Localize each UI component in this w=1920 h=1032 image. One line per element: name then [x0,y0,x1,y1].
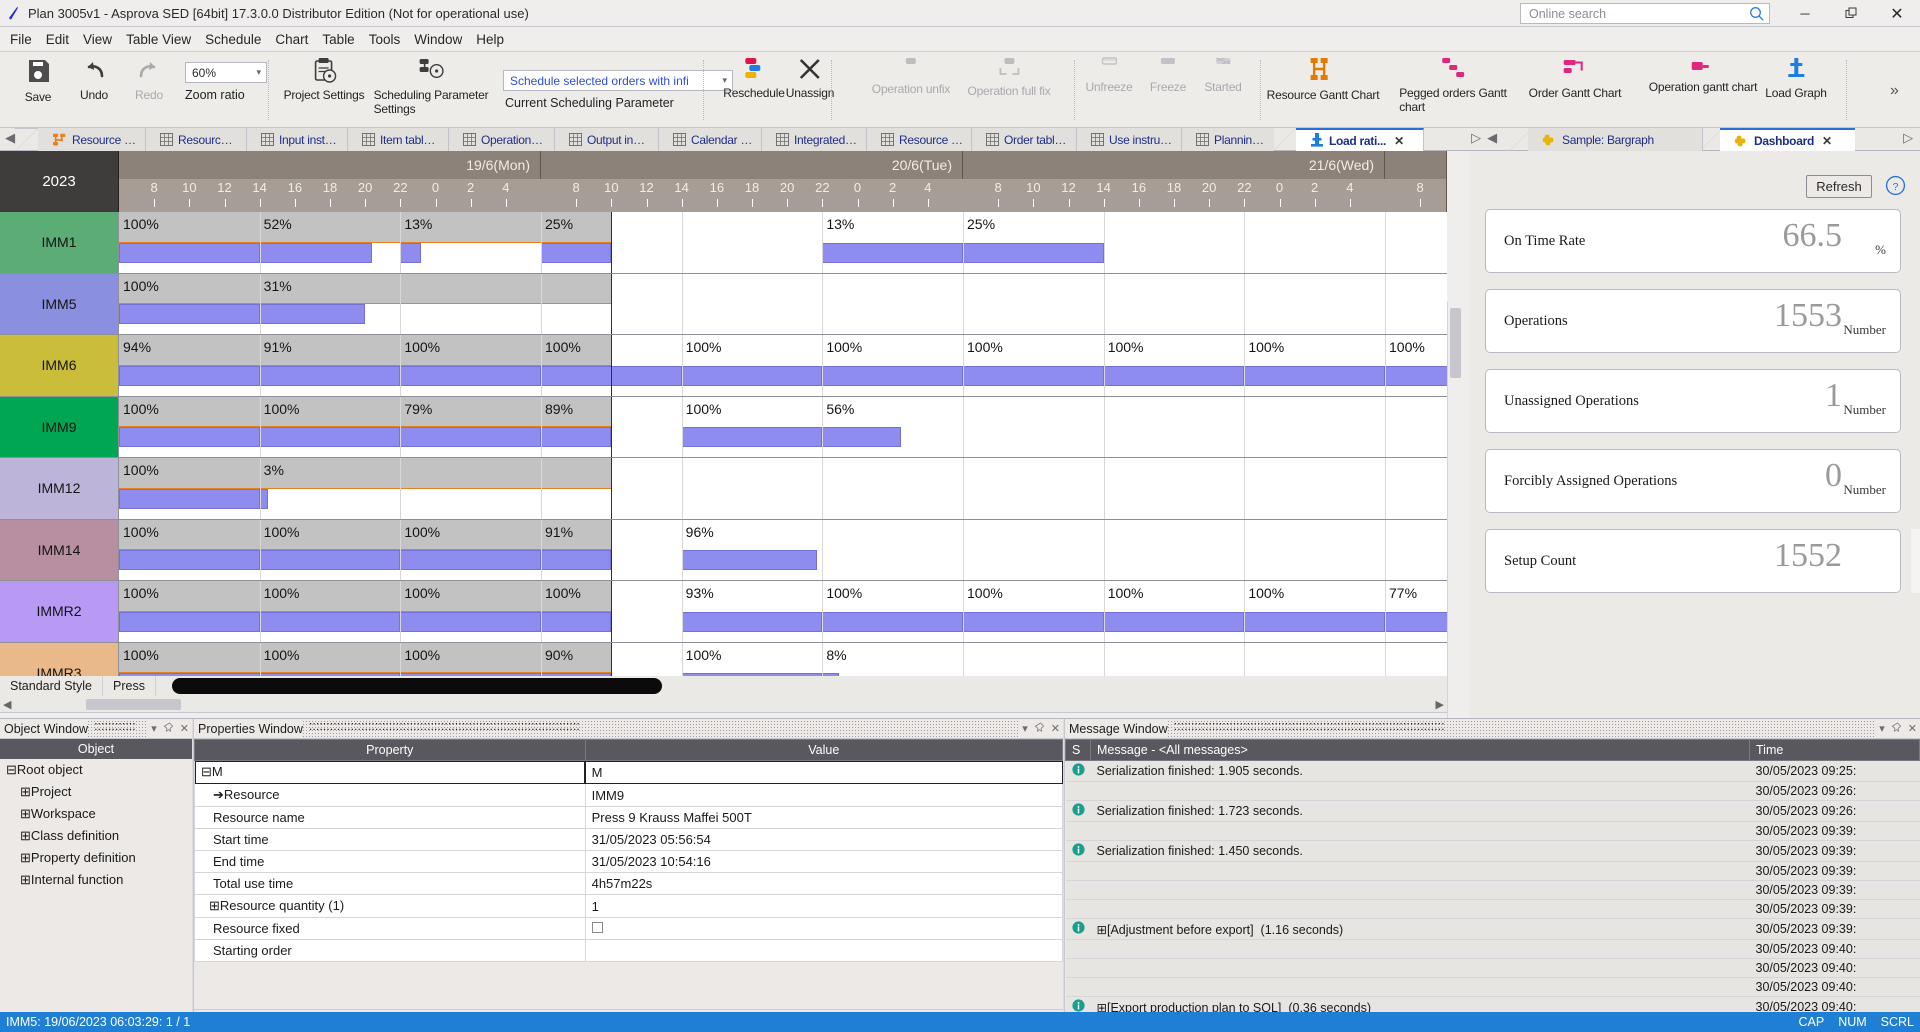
svg-text:?: ? [1893,181,1899,193]
